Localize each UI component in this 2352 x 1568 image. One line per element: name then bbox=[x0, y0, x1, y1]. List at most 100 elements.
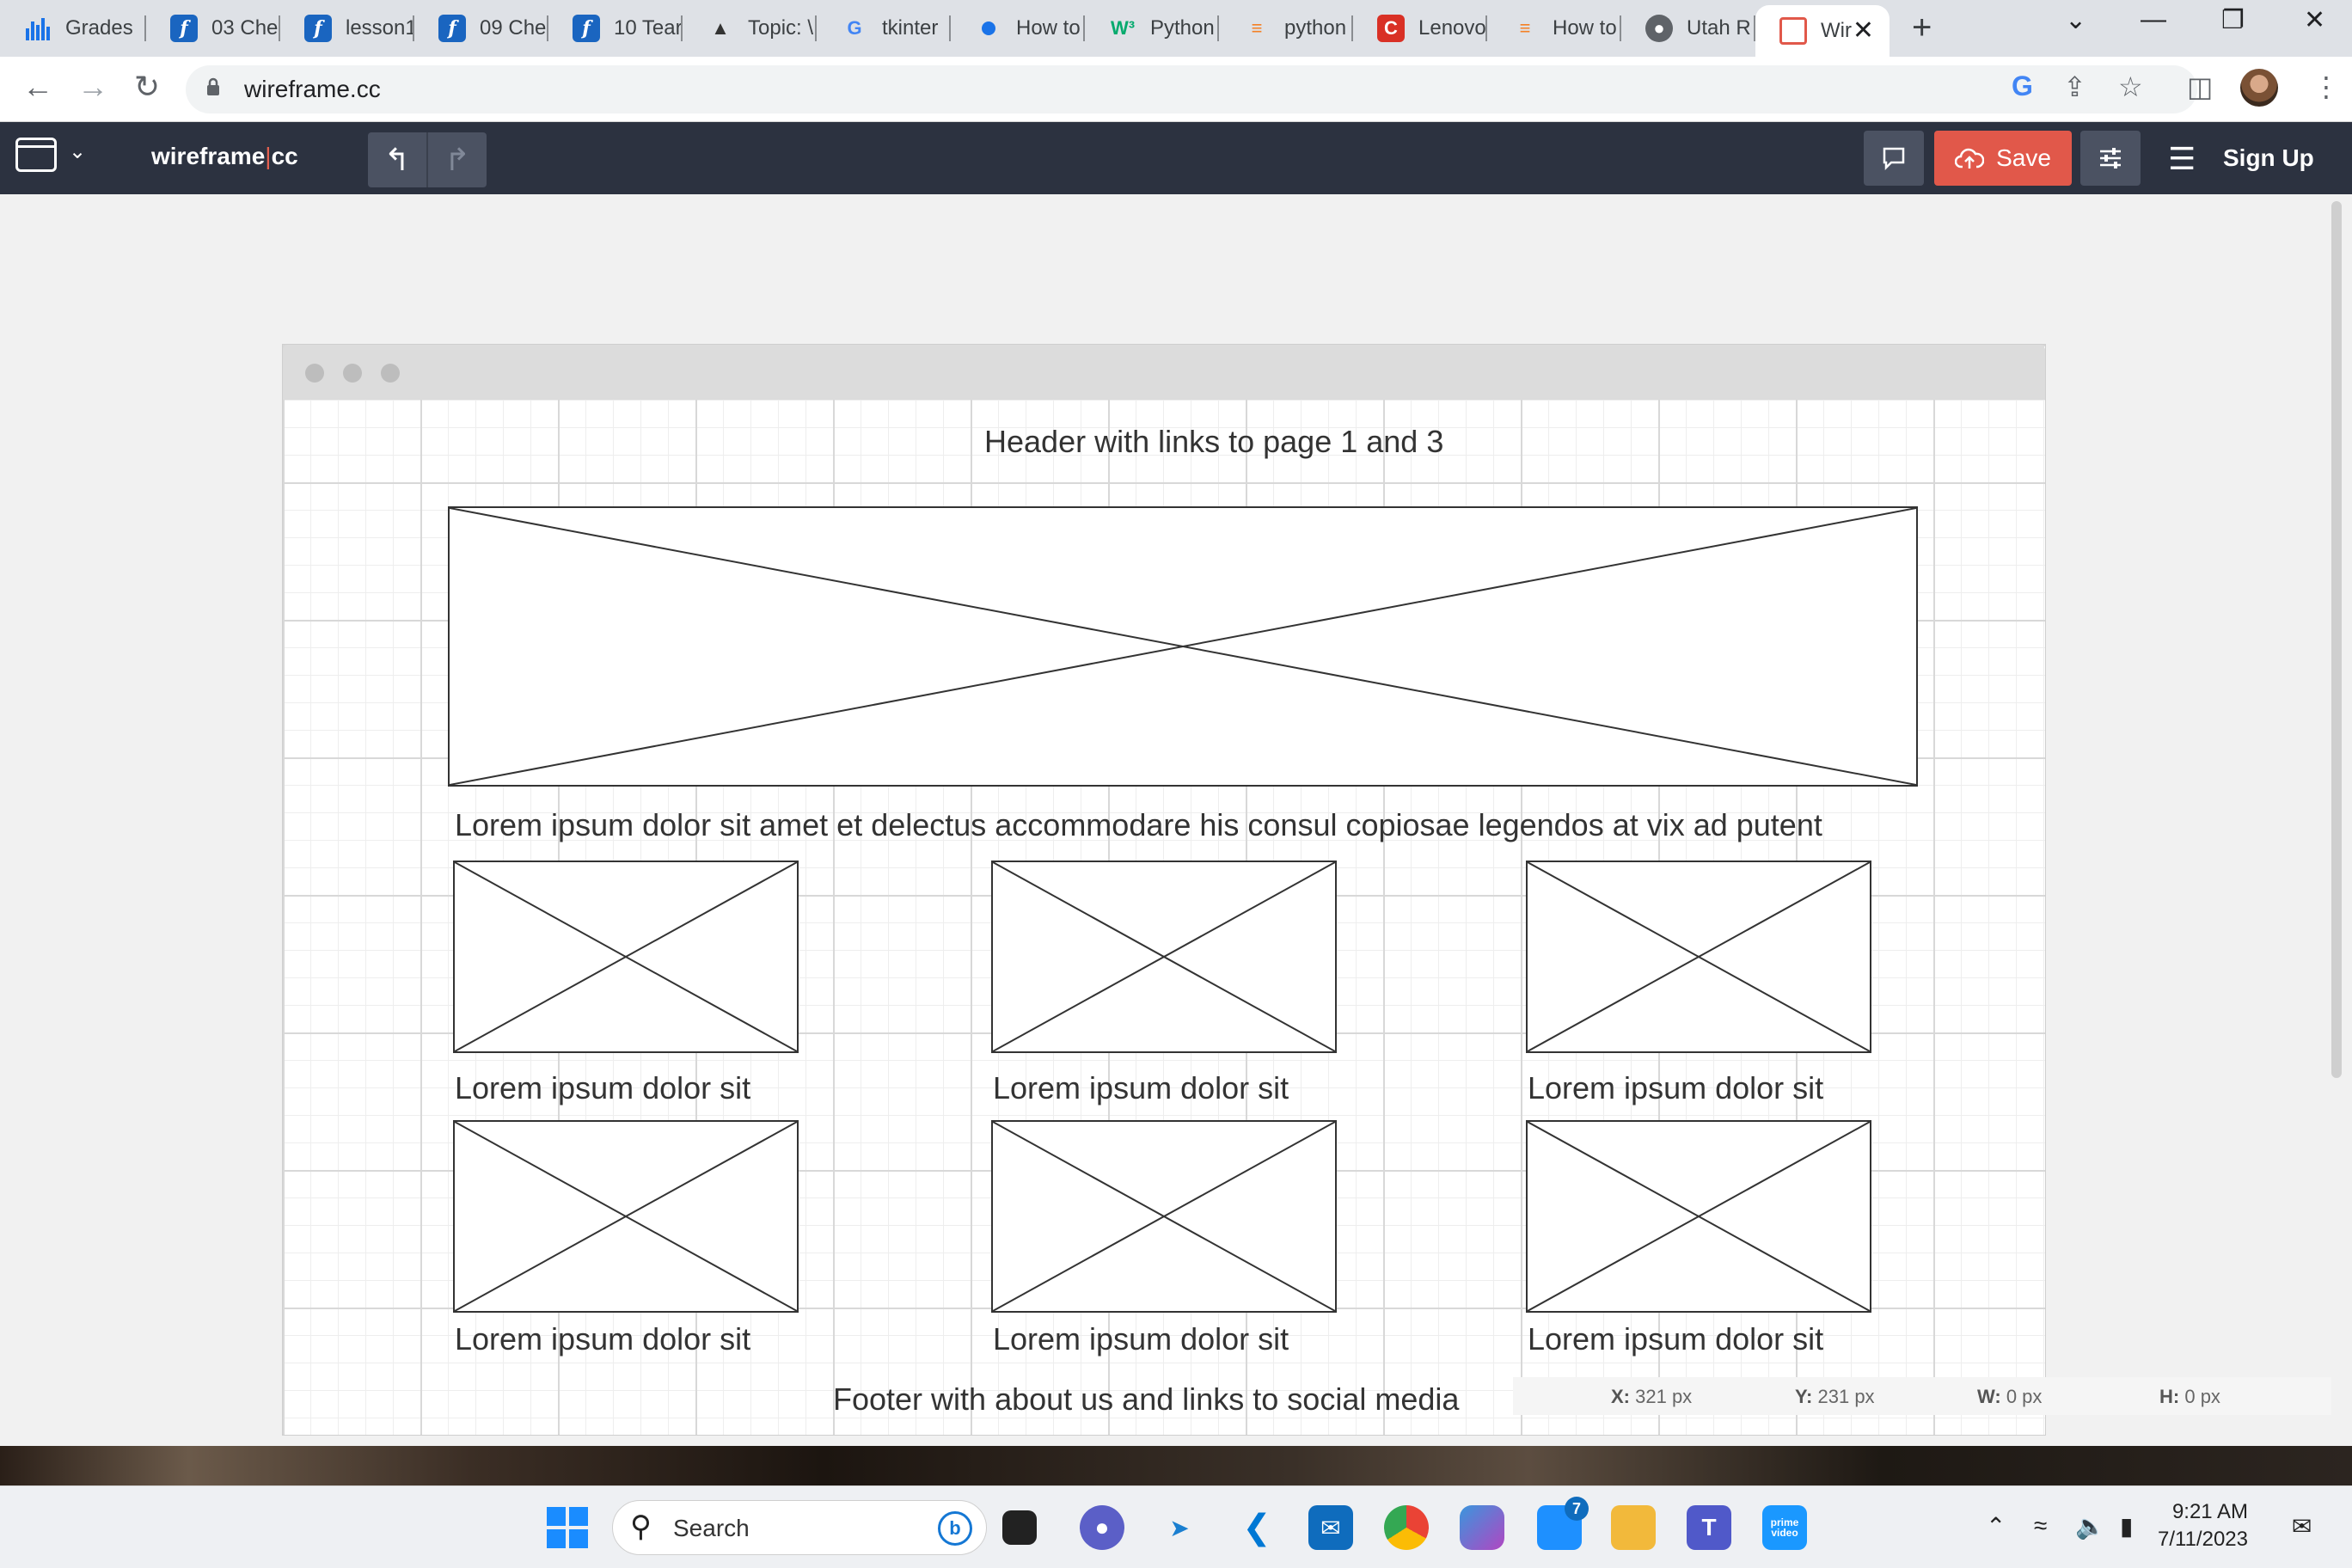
wireframe-page[interactable]: Header with links to page 1 and 3 Lorem … bbox=[282, 344, 2046, 1436]
header-text[interactable]: Header with links to page 1 and 3 bbox=[984, 424, 1444, 459]
new-tab-button[interactable]: + bbox=[1912, 9, 1932, 46]
caption-2[interactable]: Lorem ipsum dolor sit bbox=[993, 1070, 1289, 1106]
chevron-down-icon[interactable]: ⌄ bbox=[69, 140, 87, 163]
reload-icon[interactable]: ↻ bbox=[134, 69, 161, 104]
image-placeholder-1[interactable] bbox=[453, 861, 799, 1053]
tab-tkinter[interactable]: G tkinter bbox=[817, 7, 951, 50]
caption-4[interactable]: Lorem ipsum dolor sit bbox=[455, 1321, 751, 1357]
wifi-icon[interactable]: ≈ bbox=[2034, 1512, 2048, 1539]
copilot-icon[interactable] bbox=[1460, 1505, 1504, 1550]
frame-dot bbox=[343, 364, 362, 383]
file-explorer-icon[interactable] bbox=[1611, 1505, 1656, 1550]
bing-icon[interactable]: b bbox=[938, 1511, 972, 1546]
task-view-icon[interactable] bbox=[1002, 1510, 1037, 1545]
stack-icon: ≡ bbox=[1251, 17, 1263, 39]
image-placeholder-4[interactable] bbox=[453, 1120, 799, 1313]
tab-09-che[interactable]: f 09 Che bbox=[414, 7, 548, 50]
tab-10-tear[interactable]: f 10 Tear bbox=[548, 7, 683, 50]
profile-avatar[interactable] bbox=[2240, 69, 2278, 107]
tab-python-w3[interactable]: W³ Python bbox=[1085, 7, 1219, 50]
caption-5[interactable]: Lorem ipsum dolor sit bbox=[993, 1321, 1289, 1357]
battery-icon[interactable]: ▮ bbox=[2120, 1513, 2134, 1540]
back-arrow-icon[interactable]: ← bbox=[22, 69, 53, 104]
prime-video-icon[interactable]: prime video bbox=[1762, 1505, 1807, 1550]
notification-badge: 7 bbox=[1565, 1497, 1589, 1521]
forward-arrow-icon[interactable]: → bbox=[77, 69, 108, 104]
image-placeholder-2[interactable] bbox=[991, 861, 1337, 1053]
redo-icon[interactable]: ↱ bbox=[426, 132, 487, 187]
tab-how-to-so[interactable]: ≡ How to bbox=[1487, 7, 1621, 50]
google-translate-icon[interactable]: G bbox=[2012, 70, 2033, 101]
windows-start-icon[interactable] bbox=[547, 1507, 588, 1548]
notes-icon[interactable]: 7 bbox=[1537, 1497, 1589, 1550]
vertical-scrollbar[interactable] bbox=[2331, 201, 2342, 1078]
bookmark-star-icon[interactable]: ☆ bbox=[2118, 71, 2143, 102]
tab-grades[interactable]: Grades bbox=[0, 7, 146, 50]
tab-wireframe[interactable]: Wir ✕ bbox=[1755, 5, 1890, 57]
caption-6[interactable]: Lorem ipsum dolor sit bbox=[1528, 1321, 1824, 1357]
bar-chart-icon bbox=[24, 15, 52, 42]
tab-topic[interactable]: ▲ Topic: \ bbox=[683, 7, 817, 50]
windows-taskbar: ⚲ Search b ● ➤ ❮ ✉ 7 T prime video ⌃ ≈ 🔈… bbox=[0, 1485, 2352, 1568]
x-label: X: bbox=[1611, 1386, 1630, 1407]
hamburger-menu-icon[interactable]: ☰ bbox=[2168, 141, 2196, 176]
settings-sliders-button[interactable] bbox=[2080, 131, 2141, 186]
page-window-icon[interactable] bbox=[15, 138, 57, 172]
image-placeholder-5[interactable] bbox=[991, 1120, 1337, 1313]
system-clock[interactable]: 9:21 AM 7/11/2023 bbox=[2158, 1498, 2248, 1553]
book-icon: ▲ bbox=[711, 17, 730, 39]
hero-image-placeholder[interactable] bbox=[448, 506, 1918, 787]
close-tab-icon[interactable]: ✕ bbox=[1852, 16, 1874, 45]
caption-1[interactable]: Lorem ipsum dolor sit bbox=[455, 1070, 751, 1106]
sign-up-link[interactable]: Sign Up bbox=[2223, 144, 2314, 171]
search-icon: ⚲ bbox=[630, 1510, 652, 1543]
close-window-icon[interactable]: ✕ bbox=[2304, 6, 2326, 34]
chrome-icon[interactable] bbox=[1384, 1505, 1429, 1550]
undo-icon[interactable]: ↰ bbox=[383, 142, 411, 177]
restore-icon[interactable]: ❐ bbox=[2221, 6, 2245, 34]
tab-label: 10 Tear bbox=[614, 16, 683, 40]
side-panel-icon[interactable]: ◫ bbox=[2187, 71, 2214, 102]
tab-label: Python bbox=[1150, 16, 1215, 40]
chevron-up-icon[interactable]: ⌃ bbox=[1986, 1513, 2006, 1540]
tab-lenovo[interactable]: C Lenovo bbox=[1353, 7, 1487, 50]
tab-python-so[interactable]: ≡ python bbox=[1219, 7, 1353, 50]
tab-03-che[interactable]: f 03 Che bbox=[146, 7, 280, 50]
brand-right: cc bbox=[271, 143, 298, 169]
tab-search-icon[interactable]: ⌄ bbox=[2065, 6, 2087, 34]
mail-icon[interactable]: ✉ bbox=[1308, 1505, 1353, 1550]
browser-toolbar: ← → ↻ wireframe.cc G ⇪ ☆ ◫ ⋮ bbox=[0, 57, 2352, 122]
tab-how-to[interactable]: How to bbox=[951, 7, 1085, 50]
lightning-app-icon[interactable]: ➤ bbox=[1169, 1514, 1190, 1541]
brand-logo[interactable]: wireframe|cc bbox=[151, 143, 298, 170]
teams-icon[interactable]: T bbox=[1687, 1505, 1731, 1550]
comment-button[interactable] bbox=[1864, 131, 1924, 186]
clock-time: 9:21 AM bbox=[2171, 1500, 2248, 1523]
share-icon[interactable]: ⇪ bbox=[2063, 71, 2086, 102]
url-text: wireframe.cc bbox=[244, 76, 381, 102]
browser-menu-icon[interactable]: ⋮ bbox=[2312, 71, 2340, 102]
caption-3[interactable]: Lorem ipsum dolor sit bbox=[1528, 1070, 1824, 1106]
tab-utah[interactable]: ● Utah R bbox=[1621, 7, 1755, 50]
image-placeholder-3[interactable] bbox=[1526, 861, 1871, 1053]
taskbar-search[interactable]: ⚲ Search b bbox=[612, 1500, 987, 1555]
footer-text[interactable]: Footer with about us and links to social… bbox=[833, 1381, 1460, 1417]
f-icon: f bbox=[170, 15, 198, 42]
notifications-icon[interactable]: ✉ bbox=[2292, 1513, 2312, 1540]
coordinates-readout: X: 321 px Y: 231 px W: 0 px H: 0 px bbox=[1513, 1377, 2331, 1415]
tab-label: python bbox=[1284, 16, 1347, 40]
w-value: 0 px bbox=[2006, 1386, 2043, 1407]
vscode-icon[interactable]: ❮ bbox=[1242, 1509, 1271, 1547]
intro-text[interactable]: Lorem ipsum dolor sit amet et delectus a… bbox=[455, 807, 1822, 842]
address-bar[interactable]: wireframe.cc bbox=[186, 65, 2197, 113]
y-label: Y: bbox=[1795, 1386, 1813, 1407]
tab-lesson[interactable]: f lesson1 bbox=[280, 7, 414, 50]
minimize-icon[interactable]: — bbox=[2141, 5, 2166, 34]
save-button[interactable]: Save bbox=[1934, 131, 2072, 186]
volume-icon[interactable]: 🔈 bbox=[2075, 1513, 2105, 1540]
app-header: ⌄ wireframe|cc ↰ ↱ Save ☰ Sign Up bbox=[0, 122, 2352, 194]
frame-dot bbox=[305, 364, 324, 383]
c-icon: C bbox=[1377, 15, 1405, 42]
chat-icon[interactable]: ● bbox=[1080, 1505, 1124, 1550]
image-placeholder-6[interactable] bbox=[1526, 1120, 1871, 1313]
